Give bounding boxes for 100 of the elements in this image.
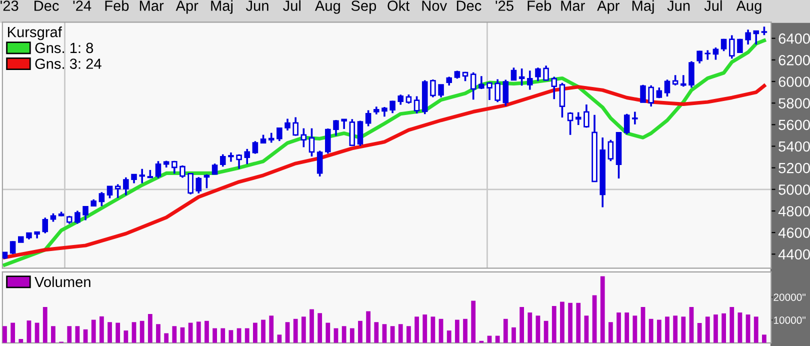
candlestick (114, 183, 121, 199)
legend-label: Gns. 3: 24 (35, 58, 102, 69)
bar (108, 322, 112, 343)
candlestick (220, 153, 226, 168)
bar (326, 322, 330, 343)
x-tick-label: Aug (314, 0, 340, 14)
bar (722, 313, 726, 343)
y-tick-label: 6000 (778, 76, 810, 87)
candlestick (535, 66, 541, 82)
candlestick (155, 160, 162, 180)
y-tick-label: 10000" (774, 316, 806, 324)
candlestick (382, 106, 388, 118)
candlestick (624, 112, 630, 136)
bar (124, 330, 128, 343)
bar (503, 318, 508, 343)
bar (358, 320, 362, 343)
y-tick-label: 5600 (778, 120, 810, 130)
bar (42, 306, 48, 343)
x-tick-label: Okt (388, 0, 410, 11)
x-tick-label: Feb (528, 0, 552, 11)
bar (568, 302, 572, 343)
bar (665, 316, 670, 343)
bar (350, 328, 354, 343)
line-series (2, 38, 766, 267)
candlestick (204, 173, 210, 190)
bar (374, 322, 379, 343)
bar (746, 314, 750, 343)
candlestick (680, 74, 686, 88)
bar (446, 330, 452, 343)
candlestick (98, 191, 105, 208)
y-tick-label: 6400 (778, 33, 810, 44)
bar (172, 326, 177, 343)
candlestick (357, 120, 364, 147)
bar (390, 326, 395, 343)
bar (624, 312, 630, 343)
bar (552, 306, 556, 343)
candlestick (414, 95, 420, 114)
candlestick (284, 118, 290, 132)
candlestick (292, 116, 298, 137)
bar (236, 328, 242, 343)
bar (334, 328, 338, 343)
bar (608, 322, 613, 343)
bar (67, 326, 72, 343)
candlestick (664, 78, 670, 98)
bar (656, 320, 662, 343)
candlestick (486, 81, 492, 101)
candlestick (188, 172, 194, 196)
candlestick (648, 84, 654, 108)
candlestick (276, 126, 282, 142)
candlestick (543, 64, 549, 82)
candlestick (365, 109, 372, 128)
bar (454, 320, 460, 343)
x-tick-label: Dec (34, 0, 59, 11)
x-tick-label: Feb (105, 0, 129, 11)
bar (220, 328, 226, 343)
candlestick (584, 104, 590, 129)
bar (366, 311, 370, 343)
y-tick-label: 20000" (774, 294, 806, 301)
line-series (2, 84, 766, 260)
candlestick (212, 162, 218, 175)
bar (132, 322, 136, 343)
bar (261, 320, 266, 343)
candlestick (139, 168, 145, 184)
y-tick-label: 5800 (778, 98, 810, 108)
bar (762, 334, 766, 343)
candlestick (478, 75, 484, 90)
candlestick (704, 49, 711, 61)
candlestick (728, 34, 735, 60)
candlestick (172, 160, 178, 175)
bar (754, 316, 758, 343)
bar (528, 312, 532, 343)
y-tick-label: 5000 (778, 184, 810, 195)
candlestick (527, 70, 533, 91)
bar (75, 326, 80, 343)
bar (2, 326, 7, 343)
y-tick-label: 4400 (778, 249, 810, 260)
bar (705, 316, 710, 343)
bar (342, 326, 346, 343)
x-tick-label: '25 (496, 0, 514, 11)
bar (156, 324, 160, 343)
y-tick-label: 4600 (778, 228, 810, 238)
candlestick (502, 78, 509, 107)
bar (301, 316, 306, 343)
x-tick-label: Sep (351, 0, 376, 14)
bar (318, 313, 322, 343)
bar (730, 306, 734, 343)
candlestick (737, 38, 743, 54)
bar (422, 314, 428, 343)
y-tick-label: 5400 (778, 141, 810, 152)
bar (99, 316, 104, 343)
candlestick (106, 185, 113, 200)
candlestick (406, 94, 412, 105)
candlestick (640, 84, 646, 104)
bar (600, 276, 605, 343)
bar (140, 320, 144, 343)
candlestick (438, 84, 444, 98)
candlestick (430, 78, 436, 98)
bar (681, 316, 686, 343)
legend-title: Kursgraf (8, 26, 62, 40)
candlestick (510, 66, 517, 82)
